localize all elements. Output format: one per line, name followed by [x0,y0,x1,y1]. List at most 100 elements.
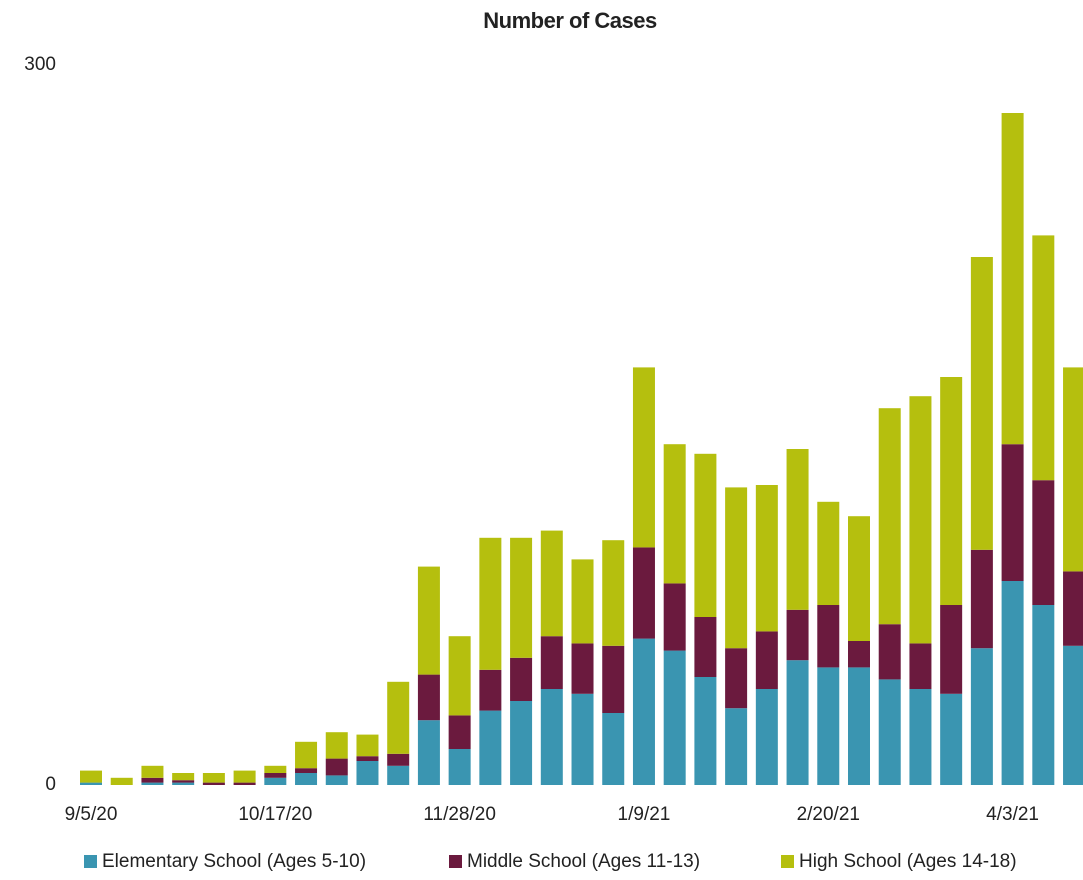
bar-segment [725,708,748,785]
bar-segment [1001,113,1024,445]
bar-segment [602,713,625,785]
bar-segment [632,367,655,548]
bar-segment [970,257,993,550]
bar-segment [141,777,164,783]
bar-segment [1001,581,1024,785]
bar-segment [141,782,164,785]
bar-segment [940,605,963,694]
bar-segment [663,444,686,584]
bar-segment [970,648,993,785]
bar-segment [755,485,778,632]
bar-segment [356,756,379,761]
bar-segment [632,638,655,785]
bar-segment [602,645,625,713]
bar-segment [1063,571,1083,646]
bar-segment [295,741,318,769]
bar-segment [909,643,932,689]
bar-segment [940,377,963,605]
bar-segment [295,768,318,773]
bar-segment [878,679,901,785]
bar-segment [725,487,748,649]
bar-segment [878,624,901,680]
legend-swatch [449,855,462,868]
bar-segment [909,689,932,785]
bar-segment [725,648,748,709]
bar-segment [1001,444,1024,581]
bar-segment [202,773,225,783]
bar-segment [172,782,195,785]
bar-segment [448,749,471,785]
bar-segment [510,701,533,785]
bar-segment [202,782,225,785]
bar-segment [356,761,379,785]
bar-segment [356,734,379,757]
bar-segment [448,715,471,749]
bar-segment [295,773,318,785]
legend-label: Elementary School (Ages 5-10) [102,851,366,872]
bar-segment [878,408,901,625]
bar-segment [663,583,686,651]
bar-segment [540,689,563,785]
bar-segment [325,732,348,759]
bar-segment [817,501,840,605]
bar-segment [448,636,471,716]
legend-swatch [781,855,794,868]
bar-segment [1063,367,1083,572]
bar-segment [940,693,963,785]
bar-segment [479,537,502,670]
bar-segment [233,782,256,785]
x-tick-label: 2/20/21 [797,804,860,825]
bar-segment [571,559,594,644]
bar-segment [80,770,102,783]
bar-segment [479,669,502,711]
bar-segment [387,753,410,766]
bar-segment [786,449,809,610]
bar-segment [510,537,533,658]
x-tick-label: 10/17/20 [238,804,312,825]
bar-segment [1032,605,1055,785]
bar-segment [325,758,348,776]
bar-segment [817,667,840,785]
legend-label: Middle School (Ages 11-13) [467,851,700,872]
bar-segment [786,660,809,785]
bar-segment [80,782,102,785]
bar-segment [479,710,502,785]
bar-segment [848,667,870,785]
bar-segment [172,773,195,781]
y-tick-label: 0 [45,774,56,795]
y-tick-label: 300 [24,54,56,75]
bar-segment [663,650,686,785]
x-tick-label: 11/28/20 [423,804,496,825]
chart-title: Number of Cases [483,8,657,33]
bar-segment [1032,235,1055,481]
bar-segment [970,549,993,649]
bar-segment [417,674,440,721]
bar-segment [694,453,717,617]
bar-segment [417,566,440,675]
bar-segment [264,777,287,785]
bar-segment [387,681,410,754]
bar-segment [510,657,533,701]
bar-segment [387,765,410,785]
bar-segment [264,773,287,778]
bar-segment [110,777,133,785]
bar-segment [172,780,195,783]
bar-segment [325,775,348,785]
bar-segment [694,617,717,677]
bar-segment [632,547,655,639]
bar-segment [755,689,778,785]
x-tick-label: 1/9/21 [618,804,671,825]
legend-swatch [84,855,97,868]
bar-segment [755,631,778,689]
bar-segment [848,641,870,668]
bar-segment [602,540,625,646]
bar-segment [141,765,164,778]
bar-segment [417,720,440,785]
legend-label: High School (Ages 14-18) [799,851,1017,872]
bar-segment [233,770,256,783]
bar-segment [694,677,717,785]
bar-segment [540,636,563,689]
bar-segment [1063,645,1083,785]
bar-segment [264,765,287,773]
